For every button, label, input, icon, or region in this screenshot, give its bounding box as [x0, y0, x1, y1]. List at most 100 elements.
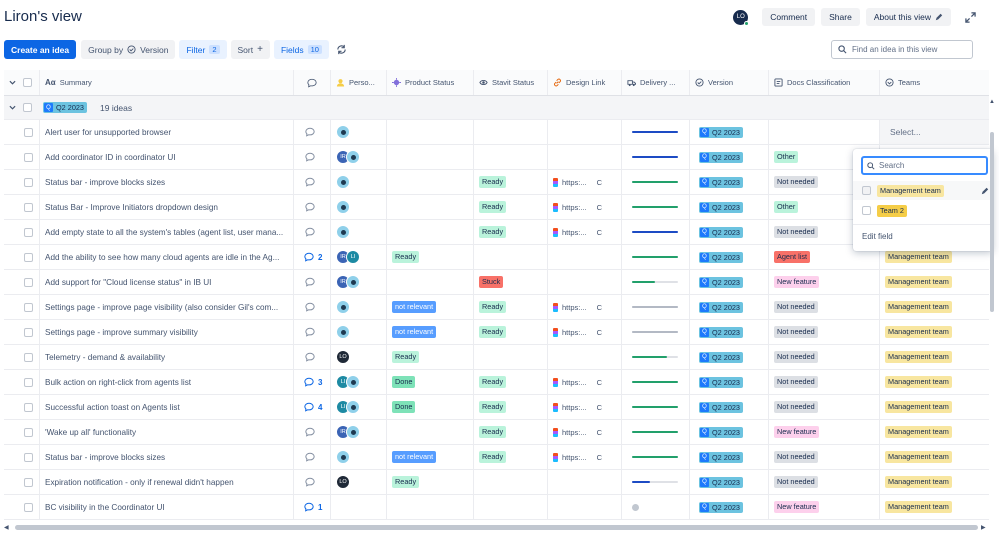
cell-person[interactable] — [331, 195, 387, 219]
cell-design[interactable] — [548, 345, 622, 369]
cell-design[interactable] — [548, 120, 622, 144]
table-row[interactable]: Status Bar - Improve Initiators dropdown… — [4, 195, 989, 220]
column-delivery[interactable]: Delivery ... — [622, 70, 690, 95]
cell-comment[interactable] — [294, 220, 331, 244]
cell-comment[interactable] — [294, 470, 331, 494]
about-view-button[interactable]: About this view — [865, 8, 951, 26]
column-comments[interactable] — [294, 70, 331, 95]
cell-docs[interactable]: New feature — [769, 270, 880, 294]
cell-version[interactable]: Q Q2 2023 — [690, 370, 769, 394]
scroll-up-icon[interactable]: ▲ — [989, 99, 995, 105]
design-link[interactable]: https:... C — [553, 452, 602, 462]
cell-summary[interactable]: Add the ability to see how many cloud ag… — [40, 245, 294, 269]
cell-version[interactable]: Q Q2 2023 — [690, 420, 769, 444]
cell-stavit[interactable] — [474, 470, 548, 494]
cell-teams[interactable]: Management team — [880, 245, 989, 269]
cell-stavit[interactable]: Stuck — [474, 270, 548, 294]
cell-product[interactable]: not relevant — [387, 320, 474, 344]
sort-button[interactable]: Sort + — [230, 40, 270, 59]
table-row[interactable]: Expiration notification - only if renewa… — [4, 470, 989, 495]
cell-product[interactable] — [387, 420, 474, 444]
table-row[interactable]: Successful action toast on Agents list 4 L… — [4, 395, 989, 420]
group-by-button[interactable]: Group by Version — [81, 40, 176, 59]
cell-person[interactable] — [331, 320, 387, 344]
row-checkbox[interactable] — [24, 502, 33, 512]
edit-field-button[interactable]: Edit field — [862, 232, 893, 241]
cell-summary[interactable]: Status Bar - Improve Initiators dropdown… — [40, 195, 294, 219]
cell-stavit[interactable]: Ready — [474, 220, 548, 244]
cell-person[interactable]: LI — [331, 370, 387, 394]
pencil-icon[interactable] — [981, 187, 989, 195]
cell-stavit[interactable]: Ready — [474, 395, 548, 419]
cell-summary[interactable]: Settings page - improve page visibility … — [40, 295, 294, 319]
share-button[interactable]: Share — [821, 8, 860, 26]
cell-comment[interactable] — [294, 320, 331, 344]
cell-person[interactable]: IR — [331, 145, 387, 169]
cell-docs[interactable]: Not needed — [769, 295, 880, 319]
table-row[interactable]: Settings page - improve page visibility … — [4, 295, 989, 320]
group-header[interactable]: Q Q2 2023 19 ideas — [4, 96, 989, 119]
design-link[interactable]: https:... C — [553, 402, 602, 412]
cell-delivery[interactable] — [622, 345, 690, 369]
cell-design[interactable] — [548, 470, 622, 494]
cell-person[interactable] — [331, 220, 387, 244]
cell-docs[interactable]: Not needed — [769, 445, 880, 469]
cell-delivery[interactable] — [622, 320, 690, 344]
cell-comment[interactable] — [294, 445, 331, 469]
cell-teams[interactable]: Management team — [880, 395, 989, 419]
cell-product[interactable]: Done — [387, 370, 474, 394]
horizontal-scrollbar[interactable]: ◀ ▶ — [4, 522, 989, 532]
cell-comment[interactable]: 4 — [294, 395, 331, 419]
cell-person[interactable] — [331, 295, 387, 319]
cell-product[interactable]: Ready — [387, 345, 474, 369]
cell-delivery[interactable] — [622, 270, 690, 294]
column-summary[interactable]: Aα Summary — [40, 70, 294, 95]
row-checkbox[interactable] — [24, 202, 33, 212]
cell-teams[interactable]: Management team — [880, 370, 989, 394]
cell-delivery[interactable] — [622, 220, 690, 244]
cell-stavit[interactable] — [474, 245, 548, 269]
column-docs-classification[interactable]: Docs Classification — [769, 70, 880, 95]
row-checkbox[interactable] — [24, 477, 33, 487]
cell-product[interactable]: not relevant — [387, 295, 474, 319]
row-checkbox[interactable] — [24, 227, 33, 237]
cell-person[interactable]: LI — [331, 395, 387, 419]
cell-version[interactable]: Q Q2 2023 — [690, 445, 769, 469]
option-checkbox[interactable] — [862, 186, 871, 195]
cell-design[interactable] — [548, 245, 622, 269]
table-row[interactable]: Add coordinator ID in coordinator UI IR Q Q… — [4, 145, 989, 170]
column-design-link[interactable]: Design Link — [548, 70, 622, 95]
group-checkbox[interactable] — [23, 103, 32, 112]
cell-design[interactable]: https:... C — [548, 445, 622, 469]
cell-teams[interactable]: Management team — [880, 295, 989, 319]
cell-summary[interactable]: Status bar - improve blocks sizes — [40, 445, 294, 469]
cell-summary[interactable]: Add empty state to all the system's tabl… — [40, 220, 294, 244]
cell-stavit[interactable]: Ready — [474, 370, 548, 394]
create-idea-button[interactable]: Create an idea — [4, 40, 77, 59]
cell-version[interactable]: Q Q2 2023 — [690, 170, 769, 194]
table-row[interactable]: BC visibility in the Coordinator UI 1 Q Q2 … — [4, 495, 989, 520]
cell-delivery[interactable] — [622, 395, 690, 419]
cell-person[interactable] — [331, 495, 387, 519]
cell-version[interactable]: Q Q2 2023 — [690, 195, 769, 219]
cell-design[interactable]: https:... C — [548, 195, 622, 219]
column-product-status[interactable]: Product Status — [387, 70, 474, 95]
cell-design[interactable]: https:... C — [548, 420, 622, 444]
cell-teams[interactable]: Management team — [880, 495, 989, 519]
cell-comment[interactable] — [294, 120, 331, 144]
cell-delivery[interactable] — [622, 445, 690, 469]
cell-teams[interactable]: Management team — [880, 420, 989, 444]
cell-product[interactable] — [387, 120, 474, 144]
cell-summary[interactable]: BC visibility in the Coordinator UI — [40, 495, 294, 519]
column-person[interactable]: Perso... — [331, 70, 387, 95]
chevron-down-icon[interactable] — [9, 104, 16, 111]
cell-summary[interactable]: Telemetry - demand & availability — [40, 345, 294, 369]
cell-comment[interactable] — [294, 145, 331, 169]
select-all-checkbox[interactable] — [23, 78, 32, 87]
cell-delivery[interactable] — [622, 245, 690, 269]
cell-comment[interactable] — [294, 345, 331, 369]
cell-stavit[interactable]: Ready — [474, 295, 548, 319]
cell-design[interactable]: https:... C — [548, 395, 622, 419]
table-row[interactable]: Add the ability to see how many cloud ag… — [4, 245, 989, 270]
table-row[interactable]: Status bar - improve blocks sizes not rel… — [4, 445, 989, 470]
